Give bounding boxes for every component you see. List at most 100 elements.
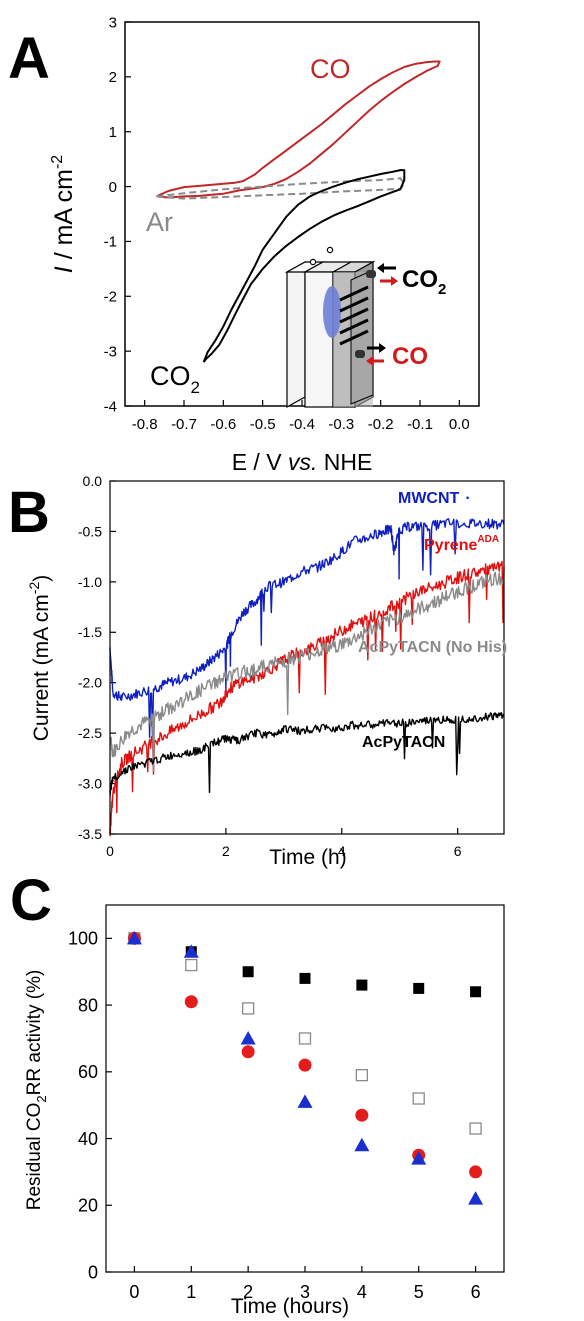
current-trace-mwcnt: [109, 518, 505, 739]
panel-b-y-axis-label: Current (mA cm-2): [26, 575, 53, 741]
marker-square-filled: [470, 986, 482, 998]
panel-b-ticks-x: 0 2 4 6: [106, 828, 462, 859]
panel-a-frame: [124, 21, 480, 407]
y-tick-label: -1.5: [78, 624, 102, 640]
x-tick-label: 2: [243, 1282, 253, 1302]
panel-a-y-axis-label: I / mA cm-2: [49, 155, 78, 274]
x-tick-label: 4: [357, 1282, 367, 1302]
x-tick-label: -0.6: [210, 416, 236, 433]
panel-c-frame: [105, 904, 505, 1273]
annotation-ar: Ar: [146, 207, 173, 237]
y-tick-label: 60: [78, 1062, 98, 1082]
marker-circle: [469, 1165, 483, 1179]
y-tick-label: -3.0: [78, 775, 102, 791]
marker-square-open: [185, 958, 198, 972]
y-tick-label: -3: [104, 343, 117, 360]
x-tick-label: 0: [106, 843, 114, 859]
y-tick-label: -1.0: [78, 574, 102, 590]
panel-a-series: [156, 60, 441, 363]
y-tick-label: -4: [104, 398, 117, 415]
x-tick-label: 0: [129, 1282, 139, 1302]
panel-b-x-axis-label: Time (h): [269, 846, 346, 869]
marker-square-open: [469, 1122, 482, 1135]
marker-square-filled: [413, 982, 425, 994]
y-tick-label: -3.5: [78, 826, 102, 842]
y-tick-label: 80: [78, 995, 98, 1015]
marker-triangle: [126, 930, 142, 945]
y-tick-label: 1: [109, 124, 117, 141]
x-tick-label: 3: [300, 1282, 310, 1302]
marker-circle: [298, 1058, 312, 1072]
panel-a-x-axis-label: E / V vs. NHE: [232, 449, 373, 475]
y-tick-label: 2: [109, 69, 117, 86]
current-trace-acpytacn-no-his-: [109, 571, 505, 772]
marker-circle: [241, 1045, 255, 1059]
panel-b-series: [109, 518, 505, 837]
legend-label-pyrene: PyreneADA: [424, 534, 499, 554]
panel-c-ticks-x: 0 1 2 3 4 5 6: [129, 1266, 481, 1302]
inset-co-label: CO: [392, 343, 428, 370]
panel-c-letter: C: [10, 868, 52, 933]
y-tick-label: 0: [88, 1262, 98, 1282]
panel-a-ticks-x: -0.8 -0.7 -0.6 -0.5 -0.4 -0.3 -0.2 -0.1 0.0: [132, 400, 470, 433]
marker-square-filled: [356, 979, 368, 991]
legend-label-mwcnt: MWCNT ·: [398, 490, 471, 507]
x-tick-label: 0.0: [449, 416, 470, 433]
panel-c-x-axis-label: Time (hours): [231, 1295, 349, 1318]
x-tick-label: 6: [471, 1282, 481, 1302]
x-tick-label: -0.2: [368, 416, 394, 433]
legend-label-acpytacn-no-his: AcPyTACN (No His): [358, 639, 507, 656]
y-tick-label: -2.5: [78, 725, 102, 741]
annotation-co2: CO2: [150, 361, 200, 397]
marker-square-open: [355, 1069, 369, 1082]
y-tick-label: 100: [68, 929, 98, 949]
inlet-arrow-icon: [377, 263, 396, 273]
cv-series-ar: [156, 177, 406, 200]
flow-cell-inset: CO2 CO: [284, 246, 446, 409]
panel-a-ticks-y: -4 -3 -2 -1 0 1 2 3: [104, 14, 131, 415]
legend-label-acpytacn: AcPyTACN: [362, 734, 445, 751]
x-tick-label: 2: [222, 843, 230, 859]
x-tick-label: 4: [338, 843, 346, 859]
y-tick-label: -1: [104, 234, 117, 251]
y-tick-label: -2: [104, 289, 117, 306]
marker-square-open: [241, 1002, 255, 1015]
marker-triangle: [354, 1137, 370, 1152]
inset-co2-label: CO2: [402, 266, 446, 298]
cv-series-co2: [202, 169, 406, 363]
marker-triangle: [240, 1030, 256, 1045]
y-tick-label: 3: [109, 14, 117, 31]
marker-square-open: [298, 1032, 312, 1045]
x-tick-label: -0.3: [328, 416, 354, 433]
panel-b-frame: [109, 480, 505, 835]
x-tick-label: -0.1: [407, 416, 433, 433]
marker-triangle: [411, 1151, 427, 1165]
current-trace-pyrene-ada: [109, 560, 505, 837]
marker-triangle: [183, 944, 199, 958]
y-tick-label: 0.0: [83, 473, 103, 489]
panel-b-ticks-y: -3.5 -3.0 -2.5 -2.0 -1.5 -1.0 -0.5 0.0: [78, 473, 116, 842]
x-tick-label: 1: [186, 1282, 196, 1302]
annotation-co: CO: [310, 54, 351, 84]
marker-square-filled: [242, 966, 254, 978]
y-tick-label: -0.5: [78, 523, 102, 539]
marker-circle: [355, 1108, 369, 1122]
y-tick-label: 40: [78, 1129, 98, 1149]
current-trace-acpytacn: [109, 712, 505, 796]
x-tick-label: -0.5: [250, 416, 276, 433]
panel-c-ticks-y: 0 20 40 60 80 100: [68, 929, 112, 1282]
outlet-arrow-icon: [366, 356, 384, 366]
x-tick-label: 5: [414, 1282, 424, 1302]
y-tick-label: 20: [78, 1196, 98, 1216]
y-tick-label: -2.0: [78, 675, 102, 691]
serpentine-channel-icon: [339, 285, 369, 346]
panel-c-y-axis-label: Residual CO2RR activity (%): [24, 970, 49, 1211]
marker-triangle: [297, 1094, 313, 1108]
marker-square-open: [412, 1092, 425, 1105]
x-tick-label: -0.8: [132, 416, 158, 433]
inlet-arrow-icon: [367, 343, 386, 353]
panel-a-letter: A: [8, 26, 50, 91]
y-tick-label: 0: [109, 179, 117, 196]
marker-circle: [184, 995, 198, 1009]
